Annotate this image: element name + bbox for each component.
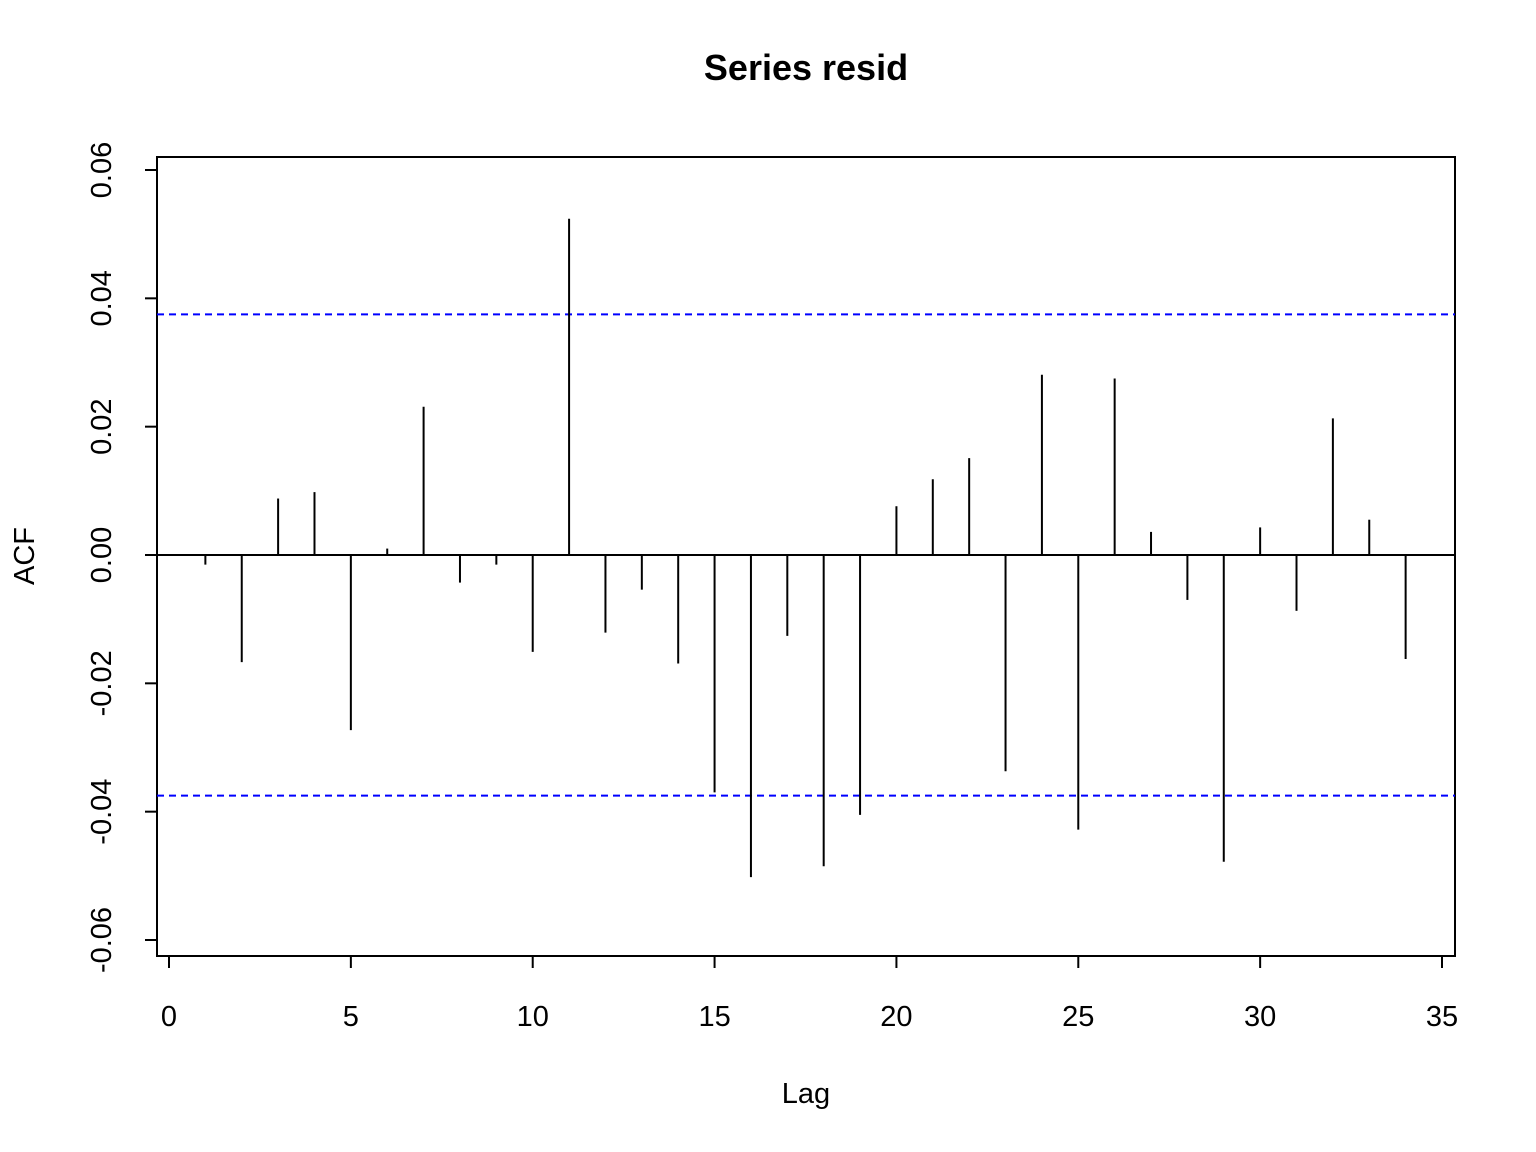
x-tick-label: 15: [698, 1001, 730, 1033]
x-axis-label: Lag: [782, 1078, 830, 1110]
y-axis-label: ACF: [9, 527, 41, 585]
y-tick-label: -0.06: [86, 907, 118, 973]
y-tick-label: 0.04: [86, 270, 118, 326]
y-tick-label: 0.02: [86, 398, 118, 454]
y-tick-label: 0.06: [86, 142, 118, 198]
x-tick-label: 10: [517, 1001, 549, 1033]
y-tick-label: -0.04: [86, 779, 118, 845]
x-tick-label: 30: [1244, 1001, 1276, 1033]
confidence-bounds: [157, 313, 1455, 797]
y-tick-label: -0.02: [86, 650, 118, 716]
acf-bars: [204, 218, 1407, 878]
x-axis: 0 5 10 15 20 25 30 35: [161, 955, 1458, 1033]
y-tick-label: 0.00: [86, 527, 118, 583]
x-tick-label: 0: [161, 1001, 177, 1033]
x-tick-label: 25: [1062, 1001, 1094, 1033]
chart-title: Series resid: [704, 47, 908, 88]
x-tick-label: 5: [343, 1001, 359, 1033]
y-axis: -0.06 -0.04 -0.02 0.00 0.02 0.04 0.06: [86, 142, 158, 973]
x-tick-label: 20: [880, 1001, 912, 1033]
x-tick-label: 35: [1426, 1001, 1458, 1033]
